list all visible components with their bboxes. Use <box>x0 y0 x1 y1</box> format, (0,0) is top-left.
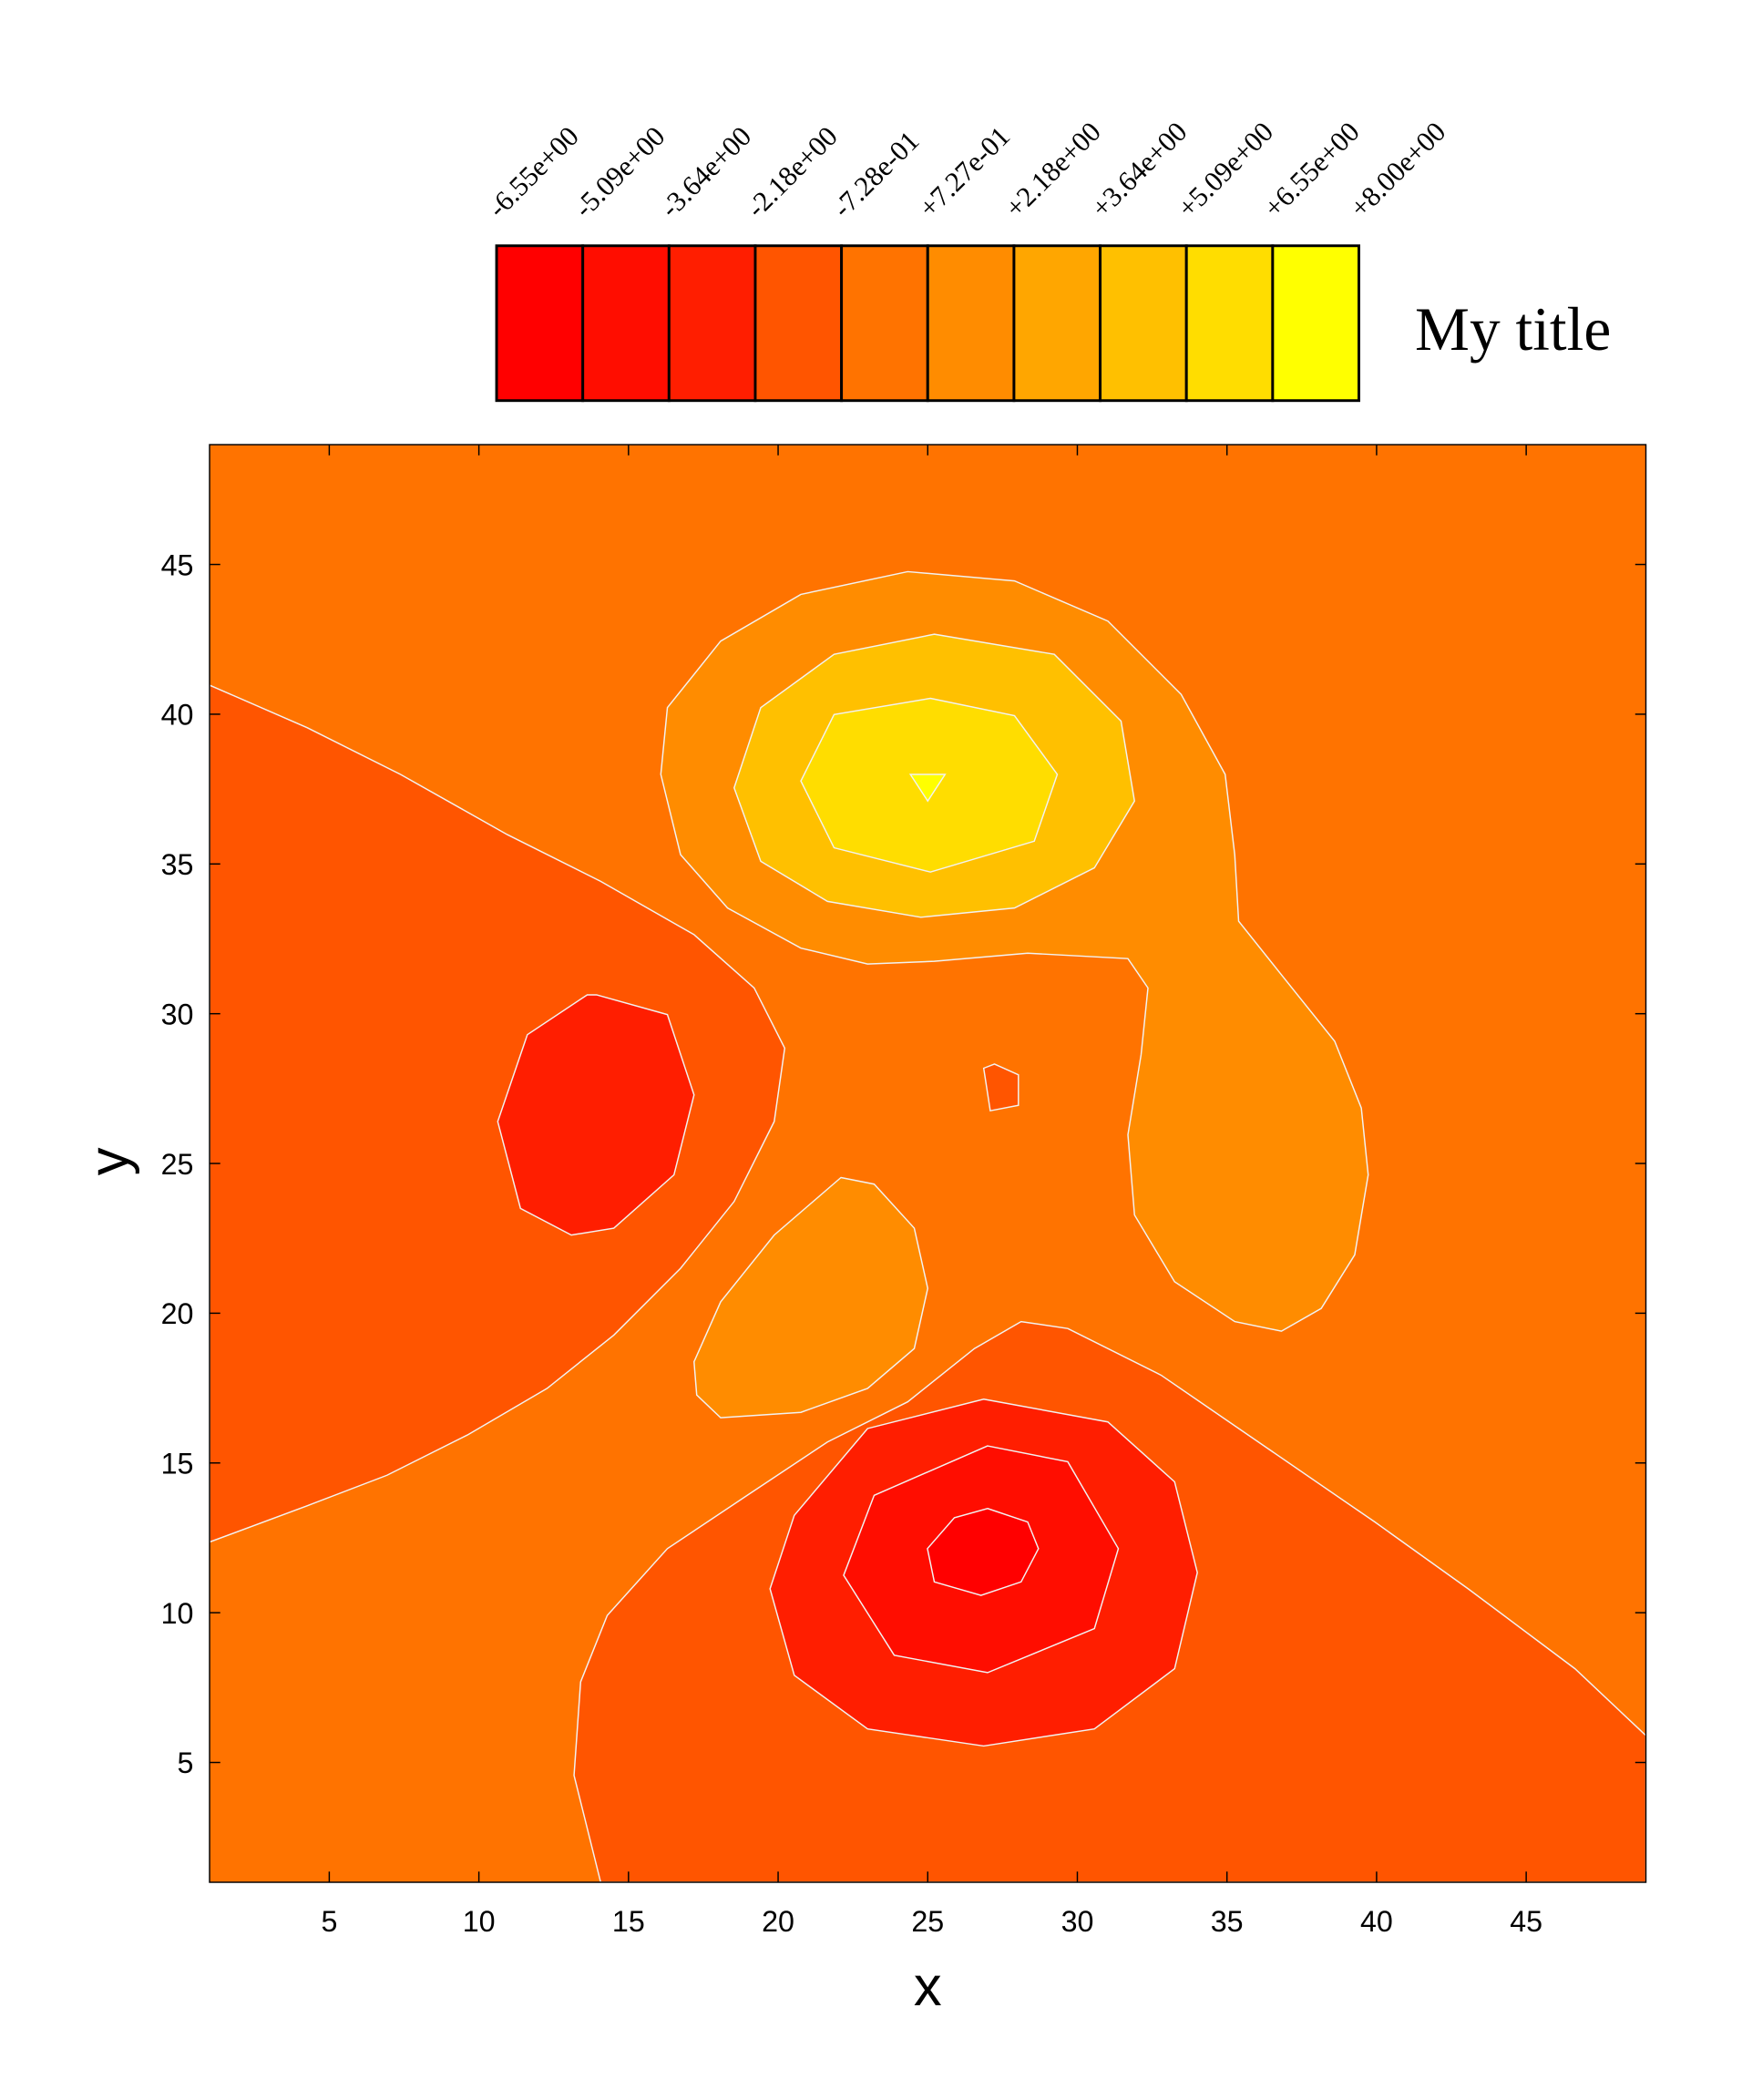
y-tick-label: 45 <box>161 548 194 581</box>
x-tick-label: 20 <box>762 1905 794 1938</box>
x-axis-label: x <box>914 1955 942 2018</box>
colorbar-title: My title <box>1415 295 1611 364</box>
colorbar-cell <box>753 244 844 403</box>
y-axis-label: y <box>78 1147 141 1175</box>
colorbar-tick-label: -3.64e+00 <box>654 120 757 223</box>
y-tick-label: 35 <box>161 848 194 881</box>
contour-region <box>210 684 786 1543</box>
x-tick-label: 45 <box>1510 1905 1542 1938</box>
contour-region <box>908 773 947 803</box>
colorbar-cell <box>1271 244 1360 403</box>
y-tick-label: 40 <box>161 699 194 732</box>
contour-layer <box>210 445 1646 1883</box>
y-tick-label: 10 <box>161 1597 194 1630</box>
colorbar-cell <box>1012 244 1102 403</box>
colorbar-cell <box>1184 244 1275 403</box>
contour-region <box>927 1507 1040 1596</box>
x-tick-label: 35 <box>1211 1905 1244 1938</box>
colorbar-tick-label: -2.18e+00 <box>741 120 844 223</box>
x-tick-label: 40 <box>1360 1905 1393 1938</box>
contour-region <box>497 994 695 1236</box>
colorbar-tick-label: -6.55e+00 <box>482 120 585 223</box>
colorbar-tick-label: -5.09e+00 <box>569 120 671 223</box>
y-tick-label: 25 <box>161 1148 194 1181</box>
colorbar-cell <box>667 244 757 403</box>
contour-region <box>693 1176 929 1419</box>
y-tick-label: 20 <box>161 1297 194 1330</box>
x-tick-label: 15 <box>612 1905 645 1938</box>
colorbar-tick-label: +7.27e-01 <box>913 120 1016 223</box>
colorbar-cell <box>1099 244 1188 403</box>
x-tick-label: 25 <box>911 1905 944 1938</box>
x-tick-label: 10 <box>463 1905 496 1938</box>
colorbar-cell <box>495 244 585 403</box>
contour-region <box>982 1063 1020 1112</box>
y-tick-label: 30 <box>161 998 194 1030</box>
y-tick-label: 5 <box>178 1747 194 1779</box>
y-tick-label: 15 <box>161 1447 194 1480</box>
x-tick-label: 5 <box>321 1905 337 1938</box>
x-tick-label: 30 <box>1061 1905 1094 1938</box>
colorbar-cell <box>840 244 929 403</box>
colorbar-cell <box>581 244 671 403</box>
colorbar-cell <box>926 244 1016 403</box>
